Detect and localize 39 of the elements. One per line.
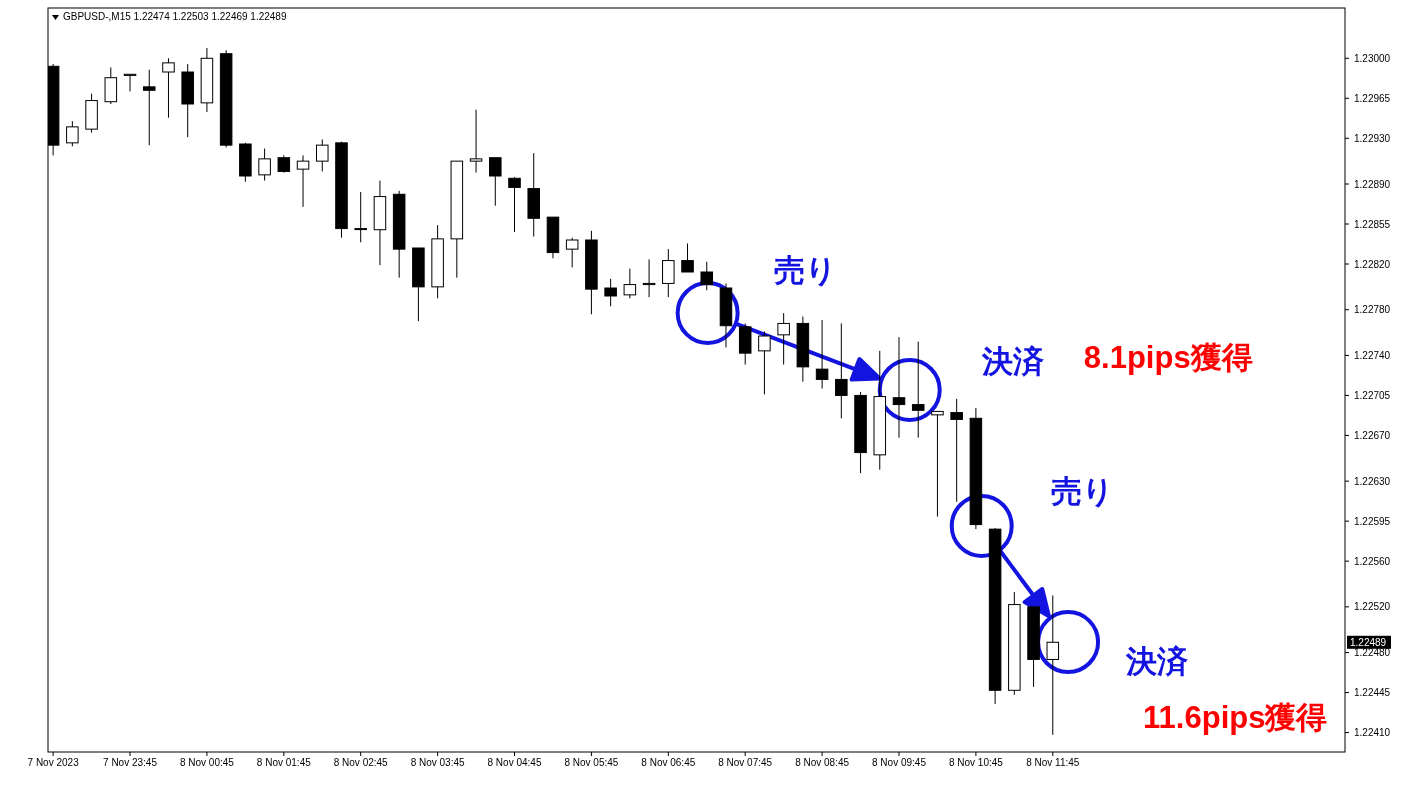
y-tick-label: 1.22520	[1354, 601, 1391, 613]
x-tick-label: 8 Nov 01:45	[256, 757, 312, 768]
y-tick-label: 1.22705	[1354, 389, 1391, 401]
y-tick-label: 1.22595	[1354, 515, 1391, 527]
annotation: 11.6pips獲得	[1143, 700, 1328, 736]
x-tick-label: 8 Nov 07:45	[718, 757, 773, 768]
y-tick-label: 1.22855	[1354, 218, 1391, 230]
y-tick-label: 1.22890	[1354, 178, 1391, 190]
y-tick-label: 1.22740	[1354, 349, 1391, 361]
x-tick-label: 8 Nov 09:45	[872, 757, 927, 768]
x-tick-label: 8 Nov 06:45	[641, 757, 696, 768]
annotation: 決済	[980, 344, 1044, 380]
x-tick-label: 8 Nov 00:45	[179, 757, 235, 768]
x-tick-label: 8 Nov 11:45	[1026, 757, 1080, 768]
annotation: 売り	[774, 252, 838, 288]
annotation: 売り	[1051, 474, 1115, 510]
y-tick-label: 1.22445	[1354, 687, 1391, 699]
x-tick-label: 7 Nov 23:45	[103, 757, 158, 768]
y-tick-label: 1.22630	[1354, 475, 1391, 487]
y-tick-label: 1.22480	[1354, 647, 1391, 659]
y-tick-label: 1.22560	[1354, 555, 1391, 567]
x-tick-label: 8 Nov 04:45	[487, 757, 542, 768]
x-tick-label: 8 Nov 03:45	[410, 757, 466, 768]
chart-title: GBPUSD-,M15 1.22474 1.22503 1.22469 1.22489	[63, 11, 287, 22]
x-tick-label: 8 Nov 08:45	[795, 757, 850, 768]
x-tick-label: 8 Nov 05:45	[564, 757, 619, 768]
y-tick-label: 1.22780	[1354, 304, 1391, 316]
y-tick-label: 1.22820	[1354, 258, 1391, 270]
y-tick-label: 1.23000	[1354, 52, 1391, 64]
y-tick-label: 1.22670	[1354, 429, 1391, 441]
annotation: 8.1pips獲得	[1083, 340, 1253, 376]
x-tick-label: 7 Nov 2023	[27, 757, 80, 768]
x-tick-label: 8 Nov 02:45	[333, 757, 389, 768]
y-tick-label: 1.22930	[1354, 132, 1391, 144]
y-tick-label: 1.22965	[1354, 92, 1391, 104]
annotation: 決済	[1125, 644, 1189, 680]
y-tick-label: 1.22410	[1354, 727, 1391, 739]
price-label: 1.22489	[1347, 635, 1391, 649]
x-tick-label: 8 Nov 10:45	[948, 757, 1004, 768]
